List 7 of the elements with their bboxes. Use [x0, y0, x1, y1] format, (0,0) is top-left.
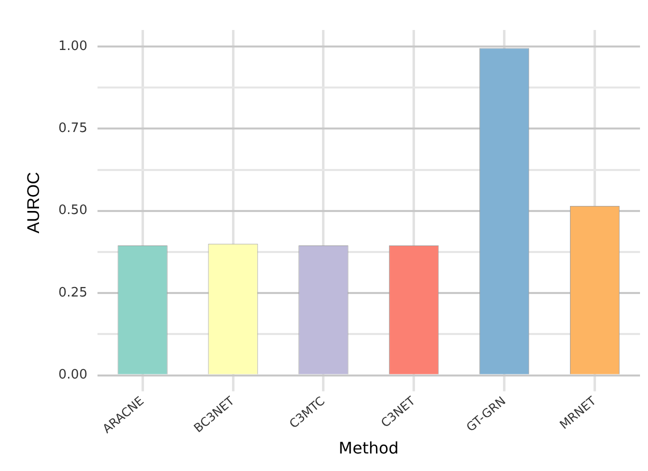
y-tick-label: 0.75	[58, 121, 88, 136]
y-tick-label: 1.00	[58, 38, 88, 54]
text: 0.00	[58, 368, 88, 383]
x-axis-title: Method	[338, 438, 399, 458]
y-axis-title: AUROC	[24, 172, 43, 234]
y-tick-label: 0.50	[58, 203, 88, 218]
y-tick-label: 0.25	[58, 285, 88, 300]
